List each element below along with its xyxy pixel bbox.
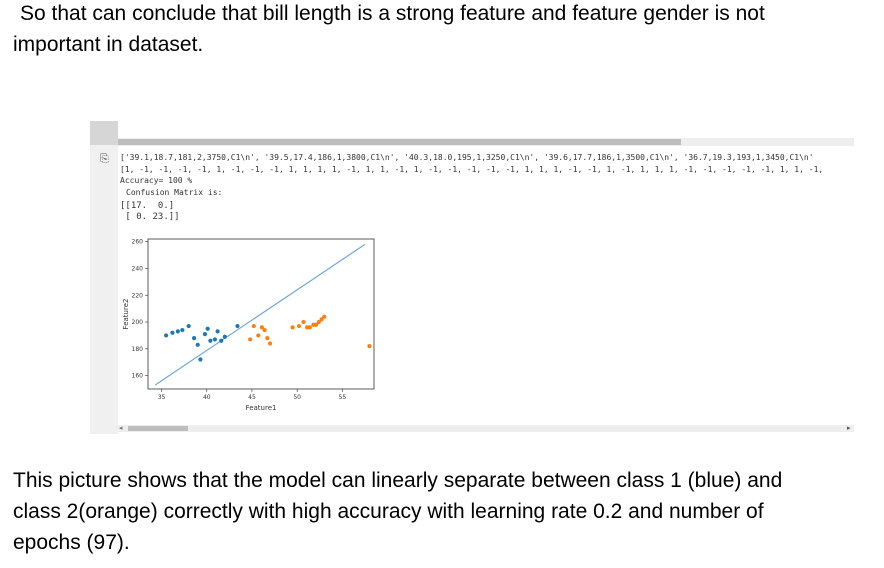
conclusion-line-1: This picture shows that the model can li…: [13, 469, 783, 492]
class-2-point: [251, 323, 256, 329]
y-tick-label: 240: [132, 265, 144, 272]
class-1-point: [195, 342, 200, 347]
cell-gutter-header: [90, 121, 118, 145]
output-labels-line: [1, -1, -1, -1, -1, 1, -1, -1, -1, 1, 1,…: [120, 165, 824, 174]
class-2-point: [265, 336, 270, 341]
data-points: [163, 314, 372, 362]
class-1-point: [175, 329, 180, 334]
class-1-point: [205, 326, 210, 331]
intro-paragraph: So that can conclude that bill length is…: [13, 0, 873, 60]
y-tick-label: 180: [132, 346, 144, 353]
y-axis-label: Feature2: [122, 299, 130, 330]
x-axis-label: Feature1: [246, 404, 277, 412]
class-1-point: [198, 357, 203, 362]
scatter-chart: 160 180 200 220 240 260 35 40 45 50 55 Feature1 F…: [122, 238, 375, 412]
conclusion-line-3: epochs (97).: [13, 531, 130, 554]
class-2-point: [367, 344, 372, 349]
output-accuracy: Accuracy= 100 %: [120, 176, 193, 185]
x-tick-label: 50: [293, 394, 301, 401]
decision-boundary-line: [154, 243, 366, 386]
class-2-point: [301, 319, 306, 325]
class-1-point: [215, 329, 220, 334]
class-1-point: [186, 323, 191, 329]
class-2-point: [296, 323, 302, 329]
class-1-point: [222, 334, 227, 339]
x-tick-label: 45: [248, 394, 256, 401]
conclusion-line-2: class 2(orange) correctly with high accu…: [13, 500, 764, 523]
class-1-point: [180, 327, 185, 333]
output-data-line: ['39.1,18.7,181,2,3750,C1\n', '39.5,17.4…: [120, 153, 814, 162]
class-2-point: [267, 341, 273, 346]
bottom-scrollbar-track[interactable]: [118, 425, 854, 432]
y-tick-label: 220: [132, 292, 144, 299]
class-1-point: [235, 323, 240, 329]
y-tick-label: 160: [132, 373, 144, 380]
x-tick-label: 55: [339, 394, 347, 401]
y-axis: 160 180 200 220 240 260: [132, 239, 148, 380]
class-1-point: [202, 331, 208, 337]
output-confusion-label: Confusion Matrix is:: [126, 188, 223, 197]
class-1-point: [208, 338, 213, 343]
class-2-point: [248, 337, 253, 342]
conclusion-paragraph: This picture shows that the model can li…: [13, 465, 873, 558]
class-2-point: [259, 325, 265, 330]
class-2-point: [307, 325, 312, 330]
class-1-point: [219, 338, 224, 343]
x-axis: 35 40 45 50 55: [158, 389, 347, 401]
class-2-point: [256, 333, 261, 338]
x-tick-label: 35: [158, 394, 166, 401]
intro-line-1: So that can conclude that bill length is…: [20, 2, 765, 25]
x-tick-label: 40: [203, 394, 211, 401]
class-2-point: [290, 325, 295, 330]
class-1-point: [163, 333, 169, 338]
top-scrollbar-thumb[interactable]: [118, 139, 681, 145]
output-confusion-row-1: [[17. 0.]: [120, 201, 175, 211]
class-2-point: [314, 322, 319, 327]
scroll-right-arrow-icon[interactable]: ▸: [847, 424, 851, 432]
intro-line-2: important in dataset.: [13, 33, 204, 56]
class-2-point: [319, 317, 324, 322]
class-1-point: [170, 330, 175, 335]
bottom-scrollbar-thumb[interactable]: [128, 426, 188, 431]
cell-gutter: [90, 121, 118, 434]
scroll-left-arrow-icon[interactable]: ◂: [119, 424, 123, 432]
output-confusion-row-2: [ 0. 23.]]: [120, 212, 180, 222]
class-1-point: [192, 336, 197, 341]
class-2-point: [322, 314, 327, 319]
y-tick-label: 200: [132, 319, 144, 326]
class-1-point: [212, 337, 217, 342]
y-tick-label: 260: [132, 239, 144, 246]
class-2-point: [262, 327, 267, 333]
class-2-point: [316, 319, 321, 325]
output-arrow-icon: ⎘: [100, 152, 109, 165]
